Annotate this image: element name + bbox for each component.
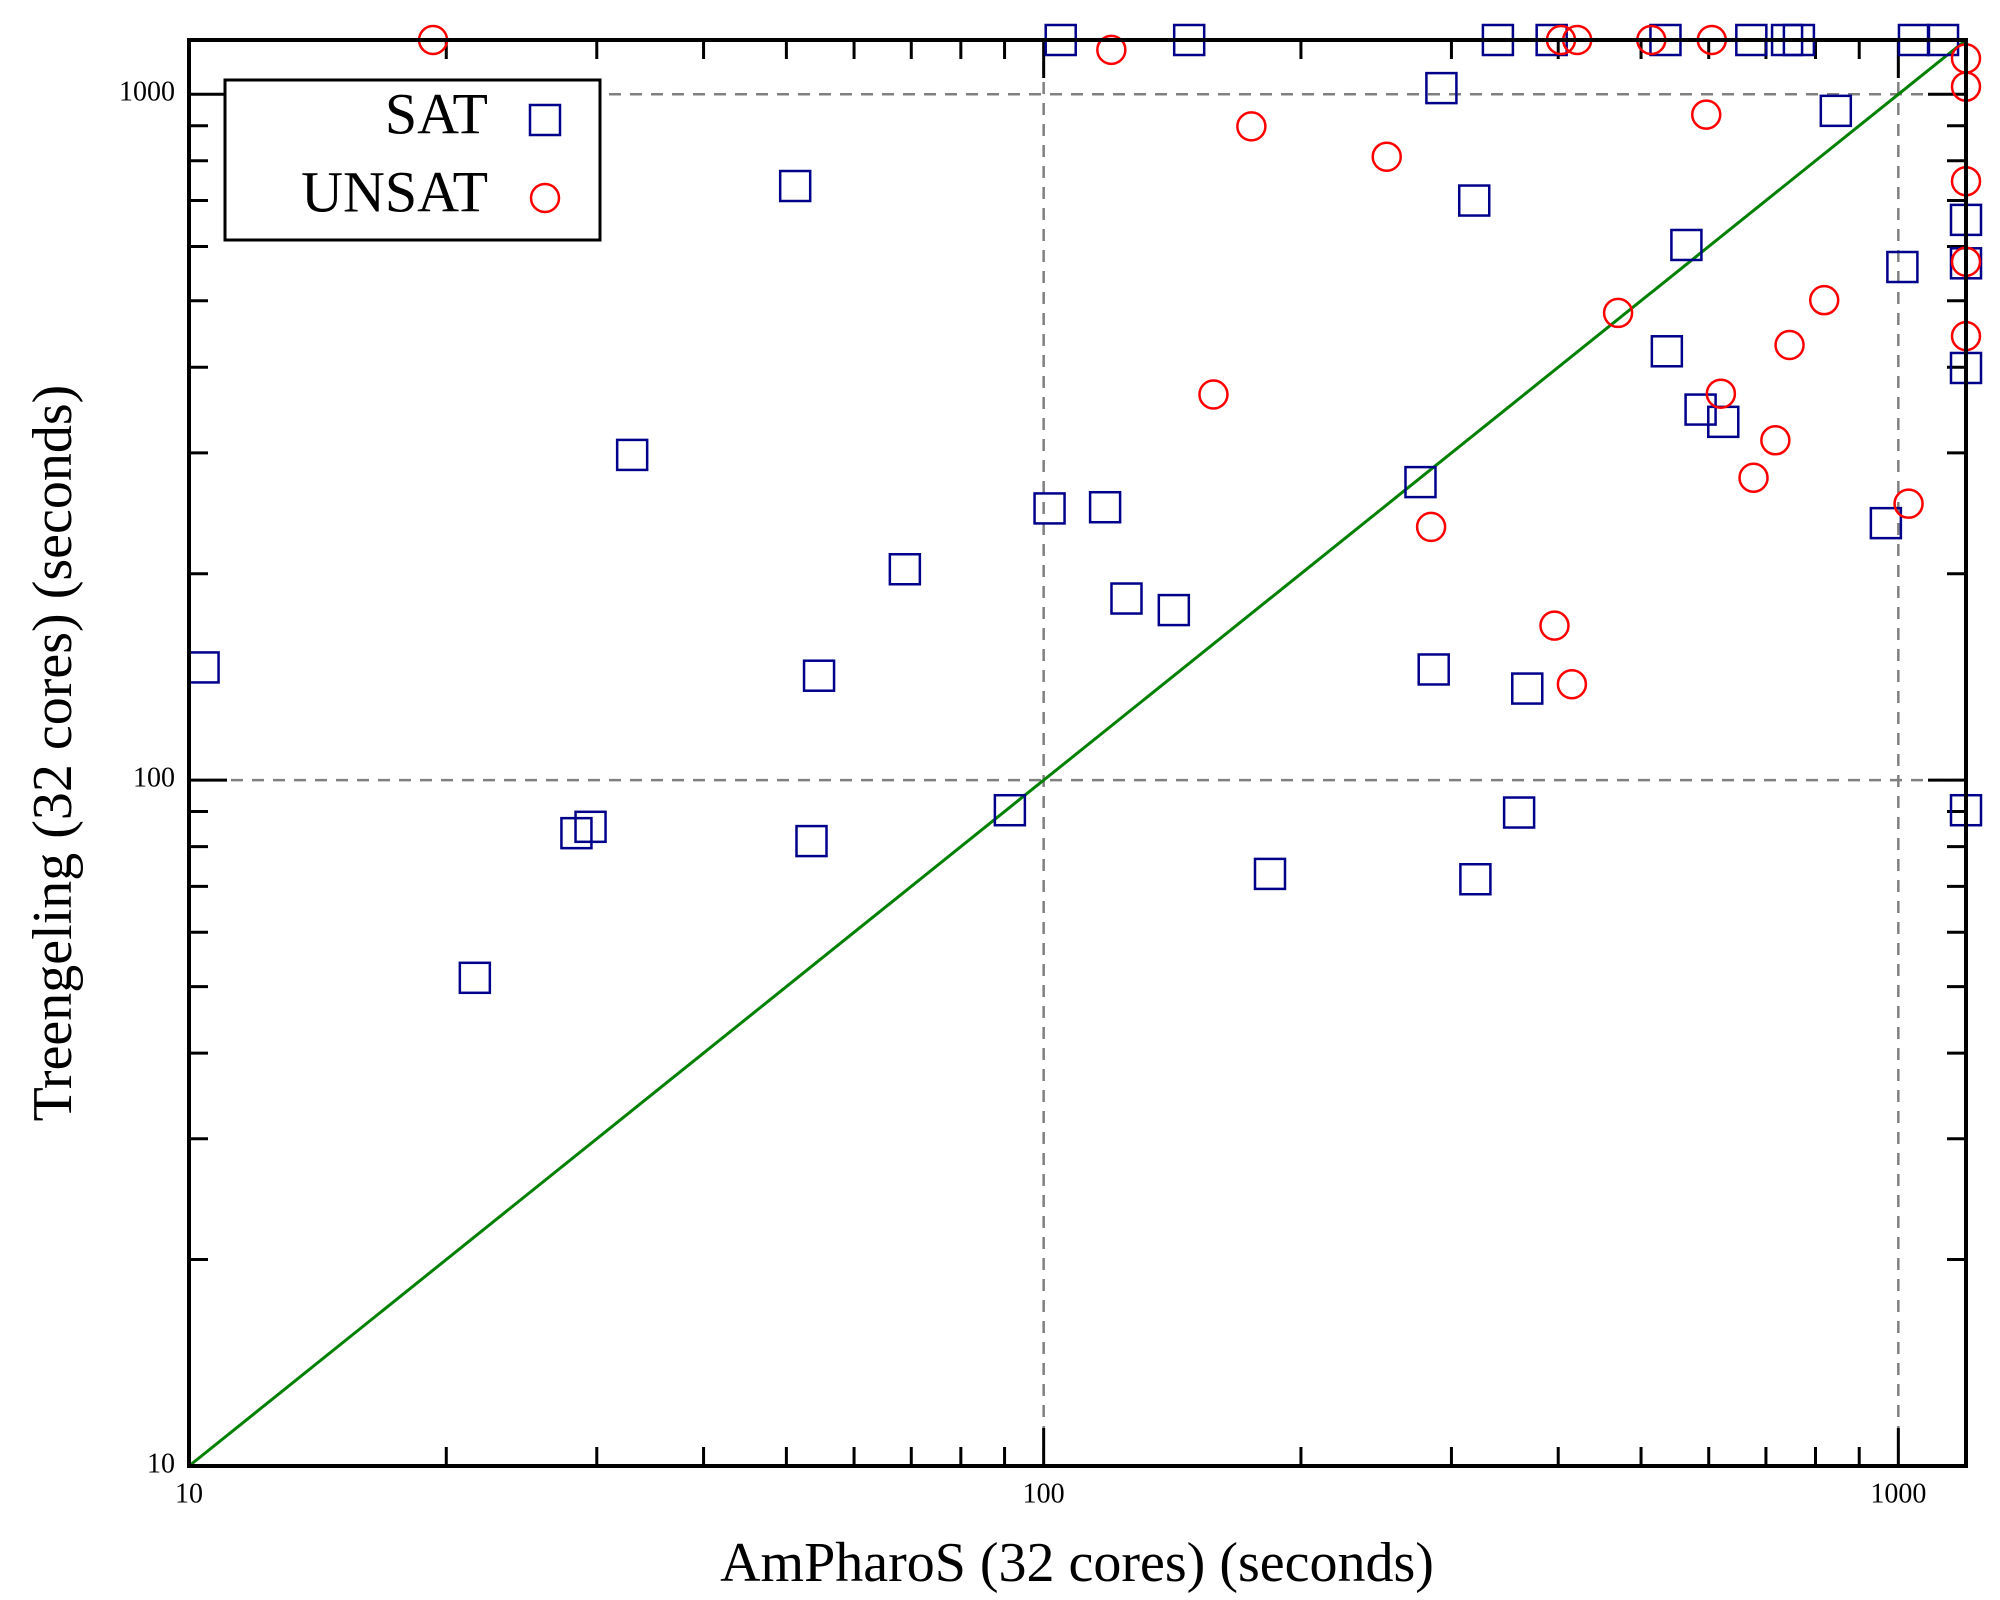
- diagonal-line: [188, 38, 1967, 1468]
- sat-point: [1417, 653, 1450, 686]
- sat-point: [1670, 228, 1703, 262]
- sat-point: [1502, 796, 1536, 829]
- unsat-point: [1415, 511, 1447, 543]
- sat-point: [795, 824, 828, 858]
- sat-point: [1511, 672, 1544, 705]
- sat-point: [888, 553, 922, 586]
- legend-marker: [528, 103, 562, 137]
- sat-point: [1253, 857, 1287, 891]
- sat-point: [1459, 862, 1492, 896]
- sat-point: [778, 169, 812, 203]
- sat-point: [1425, 71, 1458, 105]
- y-tick-label: 100: [133, 763, 175, 794]
- sat-point: [1088, 490, 1122, 524]
- unsat-point: [1236, 111, 1267, 142]
- unsat-point: [1096, 34, 1127, 66]
- legend-marker: [529, 182, 561, 214]
- x-axis-label: AmPharoS (32 cores) (seconds): [720, 1532, 1434, 1594]
- unsat-point: [1808, 284, 1840, 316]
- y-tick-label: 1000: [119, 77, 175, 108]
- unsat-point: [1893, 488, 1924, 519]
- unsat-point: [1738, 462, 1769, 494]
- sat-point: [1869, 506, 1903, 540]
- legend-box: [223, 78, 602, 242]
- x-tick-label: 10: [175, 1478, 203, 1509]
- unsat-point: [1760, 425, 1791, 456]
- unsat-point: [1539, 610, 1570, 641]
- sat-point: [1707, 405, 1740, 439]
- sat-point: [1684, 393, 1717, 426]
- unsat-point: [1774, 329, 1805, 361]
- sat-point: [574, 810, 607, 844]
- y-tick-label: 10: [147, 1448, 175, 1479]
- sat-point: [802, 659, 836, 692]
- sat-point: [1110, 582, 1143, 615]
- unsat-point: [1705, 378, 1737, 409]
- sat-point: [1650, 335, 1684, 368]
- x-tick-label: 1000: [1870, 1478, 1926, 1509]
- sat-point: [1819, 94, 1853, 128]
- sat-point: [458, 961, 492, 995]
- sat-point: [1404, 465, 1437, 499]
- sat-point: [615, 438, 649, 472]
- y-axis-label: Treengeling (32 cores) (seconds): [22, 385, 84, 1122]
- unsat-point: [1602, 297, 1634, 329]
- legend-label: SAT: [385, 81, 488, 146]
- sat-point: [1033, 492, 1066, 525]
- sat-point: [993, 793, 1027, 827]
- unsat-point: [1556, 668, 1588, 700]
- unsat-point: [1690, 99, 1722, 130]
- unsat-point: [1198, 379, 1229, 410]
- sat-point: [1886, 250, 1919, 284]
- sat-point: [1457, 184, 1491, 217]
- sat-point: [187, 651, 220, 684]
- sat-point: [1157, 593, 1191, 627]
- legend-label: UNSAT: [301, 159, 488, 224]
- unsat-point: [1371, 141, 1402, 172]
- plot-frame: [187, 38, 1968, 1468]
- x-tick-label: 100: [1023, 1478, 1065, 1509]
